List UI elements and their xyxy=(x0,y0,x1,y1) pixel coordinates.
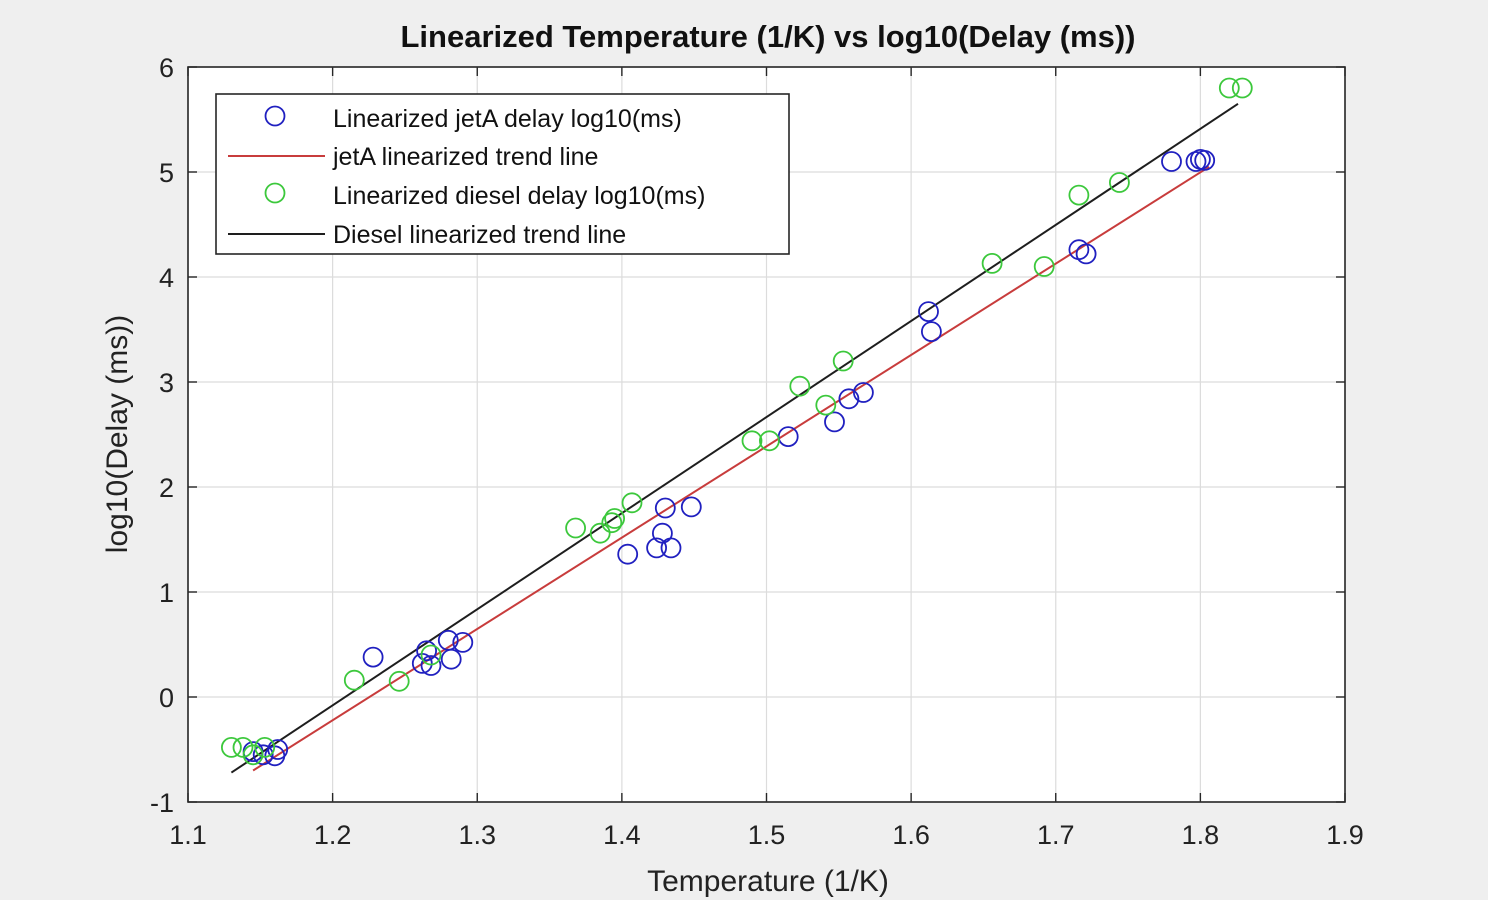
legend-entry-label: Linearized jetA delay log10(ms) xyxy=(333,105,682,133)
data-point xyxy=(252,744,274,766)
legend-swatch-marker xyxy=(264,105,286,127)
x-tick-label: 1.8 xyxy=(1182,820,1220,850)
y-tick-label: 5 xyxy=(159,158,174,188)
x-tick-label: 1.9 xyxy=(1326,820,1364,850)
data-point xyxy=(242,744,264,766)
data-point xyxy=(853,382,874,403)
y-axis-label: log10(Delay (ms)) xyxy=(101,315,134,553)
data-point xyxy=(741,430,763,452)
x-tick-label: 1.3 xyxy=(458,820,496,850)
data-point xyxy=(1033,256,1055,277)
legend: Linearized jetA delay log10(ms) jetA line… xyxy=(215,93,790,255)
data-point xyxy=(343,669,365,691)
legend-entry-label: Linearized diesel delay log10(ms) xyxy=(333,182,705,210)
data-point xyxy=(388,670,410,692)
data-point xyxy=(759,430,780,452)
data-point xyxy=(420,655,442,676)
x-tick-label: 1.2 xyxy=(314,820,352,850)
series-3 xyxy=(230,102,1239,774)
y-tick-label: 0 xyxy=(159,683,174,713)
data-point xyxy=(1109,172,1130,193)
data-point xyxy=(921,321,942,343)
legend-entry-label: jetA linearized trend line xyxy=(332,143,598,171)
data-point xyxy=(1161,151,1182,172)
trend-line xyxy=(230,102,1239,774)
data-point xyxy=(1194,149,1216,171)
x-tick-label: 1.4 xyxy=(603,820,641,850)
chart-title: Linearized Temperature (1/K) vs log10(De… xyxy=(400,19,1135,54)
x-axis-label: Temperature (1/K) xyxy=(647,865,889,898)
data-point xyxy=(680,496,702,518)
y-tick-label: 2 xyxy=(159,473,174,503)
legend-entry-label: Diesel linearized trend line xyxy=(333,221,626,249)
series-layer xyxy=(220,77,1253,774)
data-point xyxy=(1231,77,1253,99)
plot-frame xyxy=(187,66,1346,803)
data-point xyxy=(589,522,611,544)
data-point xyxy=(1185,151,1207,172)
series-0 xyxy=(242,148,1216,767)
data-point xyxy=(220,737,242,758)
data-point xyxy=(981,252,1003,274)
legend-swatch-marker xyxy=(264,182,286,204)
data-point xyxy=(824,411,845,433)
y-tick-label: 6 xyxy=(159,53,174,83)
data-point xyxy=(815,394,837,416)
data-point xyxy=(832,350,854,372)
data-point xyxy=(1068,184,1090,206)
data-point xyxy=(267,739,289,760)
data-point xyxy=(565,517,586,539)
data-point xyxy=(604,508,625,529)
data-point xyxy=(601,512,623,534)
data-point xyxy=(1218,77,1240,99)
data-point xyxy=(452,632,474,653)
data-point xyxy=(440,648,462,670)
tick-labels: 1.1 1.2 1.3 1.4 1.5 1.6 1.7 1.8 1.9 -1 0 1 2 3 4 5 6 xyxy=(150,53,1364,850)
x-tick-label: 1.1 xyxy=(169,820,207,850)
data-point xyxy=(646,537,667,559)
data-point xyxy=(254,737,276,758)
trend-line xyxy=(252,165,1210,772)
data-point xyxy=(654,497,676,519)
data-point xyxy=(1075,243,1097,265)
data-point xyxy=(362,646,384,668)
legend-box xyxy=(215,93,790,255)
x-tick-label: 1.7 xyxy=(1037,820,1075,850)
data-point xyxy=(918,301,939,323)
data-point xyxy=(617,543,639,565)
y-tick-label: -1 xyxy=(150,788,174,818)
y-tick-label: 3 xyxy=(159,368,174,398)
series-1 xyxy=(252,165,1210,772)
data-point xyxy=(660,537,682,559)
data-point xyxy=(420,644,442,666)
y-tick-label: 1 xyxy=(159,578,174,608)
y-tick-label: 4 xyxy=(159,263,174,293)
data-point xyxy=(416,640,438,662)
data-point xyxy=(789,375,811,397)
series-2 xyxy=(220,77,1253,766)
x-tick-label: 1.6 xyxy=(892,820,930,850)
data-point xyxy=(621,492,643,514)
data-point xyxy=(838,388,860,410)
x-tick-label: 1.5 xyxy=(748,820,786,850)
